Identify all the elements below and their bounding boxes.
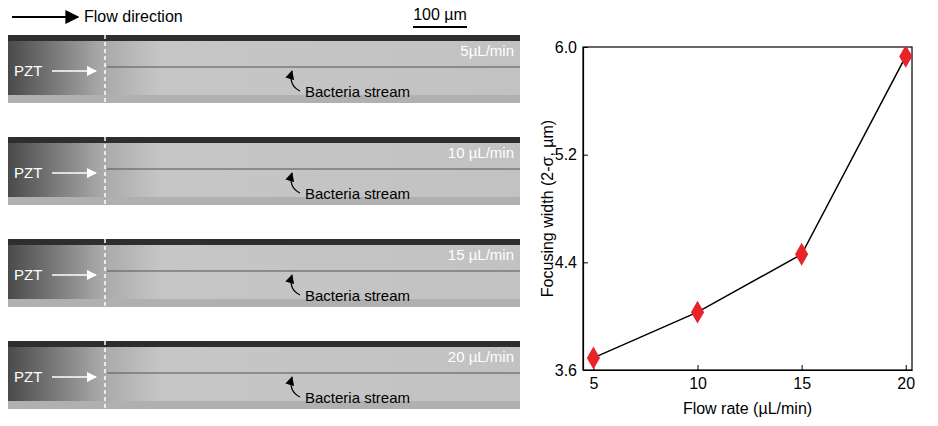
figure: Flow direction 100 µm PZT 5µL/min Bacteria s… <box>0 0 938 426</box>
micrograph-panel: PZT 15 µL/min Bacteria stream <box>8 239 520 307</box>
micrograph-panel: PZT 20 µL/min Bacteria stream <box>8 341 520 409</box>
pzt-edge <box>104 341 106 409</box>
y-tick-label: 3.6 <box>555 362 577 379</box>
x-tick-label: 20 <box>897 375 915 392</box>
stream-pointer <box>291 275 300 295</box>
bacteria-stream <box>107 372 520 373</box>
data-point <box>795 243 808 266</box>
channel-wall <box>8 197 520 205</box>
bacteria-stream <box>107 66 520 67</box>
y-tick: 4.4 <box>555 254 588 271</box>
x-axis-title: Flow rate (µL/min) <box>683 400 812 417</box>
channel-wall <box>8 95 520 103</box>
micrograph <box>8 239 520 307</box>
pzt-edge <box>104 137 106 205</box>
pzt-arrow <box>52 376 96 378</box>
y-tick-label: 6.0 <box>555 39 577 56</box>
pzt-arrow <box>52 274 96 276</box>
flow-label: Flow direction <box>84 8 183 25</box>
x-axis: 5 10 15 20 <box>584 365 916 392</box>
y-axis-line <box>583 48 584 371</box>
channel-wall <box>8 239 520 245</box>
channel-wall <box>8 137 520 143</box>
stream-label: Bacteria stream <box>305 83 410 100</box>
pzt-label: PZT <box>14 164 42 181</box>
y-axis: 3.6 4.4 5.2 6.0 <box>555 39 588 379</box>
micrograph <box>8 341 520 409</box>
bacteria-stream <box>107 168 520 169</box>
x-tick: 20 <box>897 365 915 392</box>
pzt-edge <box>104 239 106 307</box>
data-point <box>691 301 704 324</box>
micrograph-panel: PZT 10 µL/min Bacteria stream <box>8 137 520 205</box>
flow-rate-label: 5µL/min <box>460 42 514 59</box>
micrograph <box>8 137 520 205</box>
stream-label: Bacteria stream <box>305 287 410 304</box>
x-tick-mark <box>906 365 907 370</box>
pzt-edge <box>104 35 106 103</box>
channel-wall <box>8 401 520 409</box>
pzt-arrow <box>52 70 96 72</box>
stream-pointer <box>291 173 300 193</box>
channel-wall <box>8 299 520 307</box>
channel-wall <box>8 341 520 347</box>
x-tick-mark <box>802 365 803 370</box>
y-tick-label: 5.2 <box>555 146 577 163</box>
flow-rate-label: 10 µL/min <box>448 144 514 161</box>
micrograph-panel: PZT 5µL/min Bacteria stream <box>8 35 520 103</box>
y-tick: 6.0 <box>555 39 588 56</box>
x-tick: 10 <box>689 365 707 392</box>
scale-bar <box>413 26 467 28</box>
flow-rate-label: 15 µL/min <box>448 246 514 263</box>
channel-wall <box>8 35 520 41</box>
plot-area <box>587 47 912 369</box>
flow-arrow <box>12 16 78 18</box>
y-tick: 5.2 <box>555 146 588 163</box>
x-tick-label: 10 <box>689 375 707 392</box>
header: Flow direction 100 µm <box>12 6 467 27</box>
x-tick-label: 5 <box>589 375 598 392</box>
bacteria-stream <box>107 270 520 271</box>
data-point <box>899 47 912 68</box>
y-tick-mark <box>583 155 588 156</box>
y-tick-mark <box>583 370 588 371</box>
scale-bar-label: 100 µm <box>413 6 467 23</box>
x-axis-line <box>584 370 913 371</box>
data-point <box>587 346 600 369</box>
y-tick-mark <box>583 47 588 48</box>
stream-pointer <box>291 71 300 91</box>
pzt-label: PZT <box>14 368 42 385</box>
micrograph <box>8 35 520 103</box>
stream-pointer <box>291 377 300 397</box>
x-tick-label: 15 <box>793 375 811 392</box>
y-tick: 3.6 <box>555 362 588 379</box>
stream-label: Bacteria stream <box>305 389 410 406</box>
y-tick-label: 4.4 <box>555 254 577 271</box>
stream-label: Bacteria stream <box>305 185 410 202</box>
x-tick: 15 <box>793 365 811 392</box>
plot-frame <box>583 47 912 370</box>
data-line <box>593 56 905 357</box>
x-tick: 5 <box>589 365 598 392</box>
y-axis-title: Focusing width (2-σ, µm) <box>539 120 556 297</box>
pzt-label: PZT <box>14 266 42 283</box>
x-tick-mark <box>698 365 699 370</box>
flow-rate-label: 20 µL/min <box>448 348 514 365</box>
pzt-arrow <box>52 172 96 174</box>
y-tick-mark <box>583 262 588 263</box>
line-chart: 5 10 15 20 3.6 4.4 5.2 6.0 Flow rate (µL/min) Foc… <box>539 39 915 417</box>
pzt-label: PZT <box>14 62 42 79</box>
